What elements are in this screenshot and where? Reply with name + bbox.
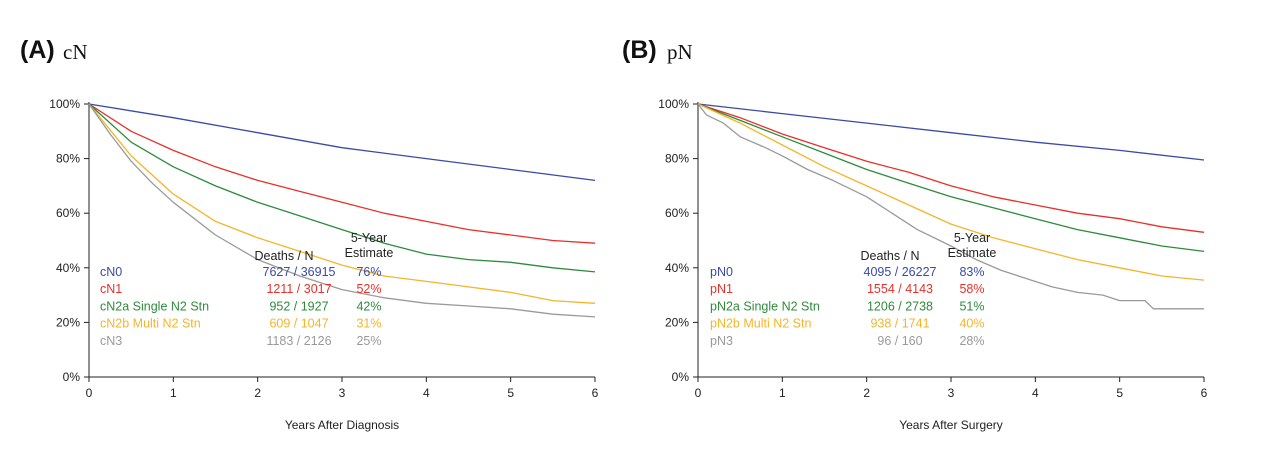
x-tick-label: 1: [170, 386, 177, 400]
series-line: [88, 103, 596, 273]
legend-deaths-n: 1211 / 3017: [266, 282, 331, 296]
y-tick-label: 40%: [665, 261, 689, 275]
legend-deaths-n: 609 / 1047: [269, 317, 328, 331]
y-tick-label: 0%: [63, 370, 81, 384]
legend-estimate: 25%: [356, 334, 381, 348]
panel-name: pN: [667, 40, 693, 64]
series-line: [88, 103, 596, 304]
x-tick-label: 6: [592, 386, 599, 400]
x-tick-label: 6: [1201, 386, 1208, 400]
legend-header-estimate: Estimate: [345, 246, 394, 260]
legend-series-name: cN1: [100, 282, 122, 296]
legend-series-name: pN1: [710, 282, 733, 296]
y-tick-label: 20%: [665, 315, 689, 329]
legend-deaths-n: 938 / 1741: [870, 317, 929, 331]
series-line: [697, 103, 1205, 233]
legend-series-name: pN2b Multi N2 Stn: [710, 317, 811, 331]
survival-chart-cn: 0 1 2 3 4 5 60%20%40%60%80%100%Years After Dia…: [49, 97, 599, 432]
y-tick-label: 100%: [49, 97, 80, 111]
legend-series-name: cN2a Single N2 Stn: [100, 299, 209, 313]
series-line: [697, 103, 1205, 253]
x-tick-label: 3: [339, 386, 346, 400]
legend-estimate: 42%: [356, 299, 381, 313]
legend-estimate: 28%: [959, 334, 984, 348]
panel-label: (A): [20, 36, 55, 64]
y-tick-label: 80%: [665, 152, 689, 166]
legend-series-name: pN2a Single N2 Stn: [710, 299, 820, 313]
y-tick-label: 20%: [56, 315, 80, 329]
series-line: [697, 103, 1204, 310]
x-tick-label: 5: [1116, 386, 1123, 400]
legend-deaths-n: 1206 / 2738: [867, 299, 933, 313]
x-tick-label: 2: [254, 386, 261, 400]
y-tick-label: 40%: [56, 261, 80, 275]
legend-series-name: pN3: [710, 334, 733, 348]
series-line: [88, 103, 596, 318]
series-line: [88, 103, 596, 244]
x-tick-label: 5: [507, 386, 514, 400]
legend-deaths-n: 4095 / 26227: [864, 265, 937, 279]
legend-header-deaths: Deaths / N: [860, 249, 919, 263]
y-tick-label: 80%: [56, 152, 80, 166]
series-line: [697, 103, 1205, 161]
legend-estimate: 76%: [356, 265, 381, 279]
y-tick-label: 100%: [658, 97, 689, 111]
legend-estimate: 58%: [959, 282, 984, 296]
survival-chart-pn: 0 1 2 3 4 5 60%20%40%60%80%100%Years After Sur…: [658, 97, 1208, 432]
chart-panel-b: (B) pN 0 1 2 3 4 5 6 0% 20% 40% 60% 80% 100% Years Af…: [610, 0, 1230, 451]
legend-header-estimate: 5-Year: [954, 231, 990, 245]
x-tick-label: 0: [86, 386, 93, 400]
x-tick-label: 1: [779, 386, 786, 400]
x-tick-label: 4: [423, 386, 430, 400]
legend-deaths-n: 1554 / 4143: [867, 282, 933, 296]
legend-header-estimate: Estimate: [948, 246, 997, 260]
series-line: [697, 103, 1205, 281]
legend-header-estimate: 5-Year: [351, 231, 387, 245]
legend-estimate: 52%: [356, 282, 381, 296]
panel-label: (B): [622, 36, 657, 64]
chart-panel-a: (A) cN 0 1 2 3 4 5 6 0% 20% 40% 60% 80% 100% Years Af…: [0, 0, 620, 451]
legend-header-deaths: Deaths / N: [254, 249, 313, 263]
legend-estimate: 83%: [959, 265, 984, 279]
legend-estimate: 40%: [959, 317, 984, 331]
x-tick-label: 0: [695, 386, 702, 400]
y-tick-label: 0%: [672, 370, 690, 384]
legend-series-name: cN0: [100, 265, 122, 279]
y-tick-label: 60%: [665, 206, 689, 220]
legend-series-name: cN3: [100, 334, 122, 348]
legend-series-name: cN2b Multi N2 Stn: [100, 317, 201, 331]
legend-estimate: 51%: [959, 299, 984, 313]
x-axis-title: Years After Surgery: [899, 418, 1003, 432]
legend-estimate: 31%: [356, 317, 381, 331]
y-tick-label: 60%: [56, 206, 80, 220]
x-tick-label: 2: [863, 386, 870, 400]
legend-deaths-n: 96 / 160: [877, 334, 922, 348]
legend-deaths-n: 1183 / 2126: [266, 334, 331, 348]
legend-deaths-n: 7627 / 36915: [263, 265, 336, 279]
panel-name: cN: [63, 40, 88, 64]
series-line: [88, 103, 596, 182]
legend-deaths-n: 952 / 1927: [269, 299, 328, 313]
x-tick-label: 3: [948, 386, 955, 400]
legend-series-name: pN0: [710, 265, 733, 279]
x-axis-title: Years After Diagnosis: [285, 418, 399, 432]
x-tick-label: 4: [1032, 386, 1039, 400]
